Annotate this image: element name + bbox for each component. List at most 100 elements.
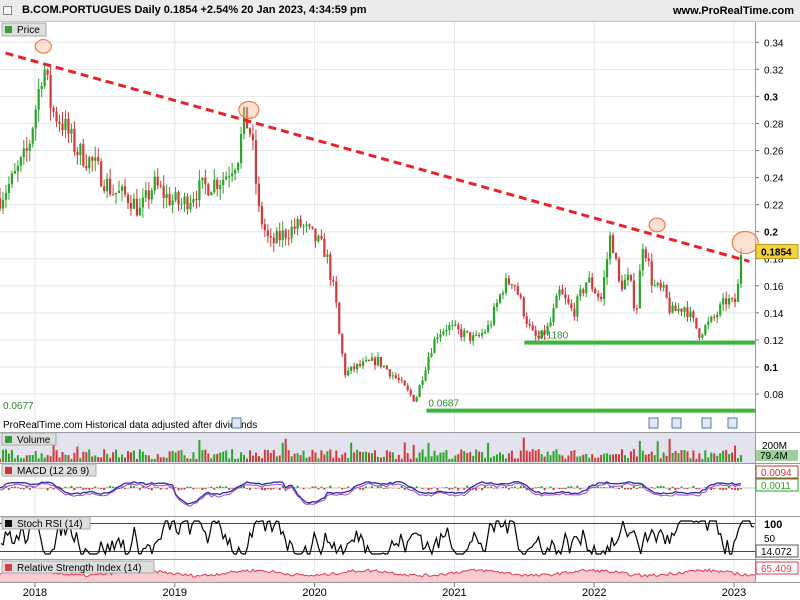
macd-histogram-bar: [365, 486, 368, 488]
candle-body: [561, 289, 564, 295]
macd-histogram-bar: [76, 486, 79, 488]
trendline[interactable]: [5, 51, 750, 263]
price-series-icon: [5, 26, 12, 33]
volume-bar: [103, 449, 106, 462]
toolbar-icon-5[interactable]: [231, 417, 242, 429]
y-tick-label: 0.24: [764, 174, 784, 185]
candle-body: [222, 179, 225, 186]
volume-panel-tab[interactable]: [1, 432, 57, 446]
candle-body: [37, 89, 40, 110]
volume-bar: [16, 455, 19, 462]
volume-bar: [555, 449, 558, 462]
macd-histogram-bar: [558, 488, 561, 490]
rsi-series-icon: [5, 564, 12, 571]
volume-bars: [0, 437, 743, 462]
volume-bar: [561, 455, 564, 462]
site-url[interactable]: www.ProRealTime.com: [672, 5, 794, 17]
volume-bar: [615, 454, 618, 462]
candle-body: [376, 356, 380, 366]
volume-bar: [609, 454, 612, 462]
macd-histogram-bar: [70, 485, 73, 488]
macd-panel-tab[interactable]: [1, 463, 97, 477]
volume-bar: [394, 458, 397, 462]
toolbar-icon-1[interactable]: [648, 417, 659, 429]
candle-body: [22, 148, 25, 158]
toolbar-icon-4[interactable]: [727, 417, 738, 429]
macd-histogram-bar: [317, 488, 320, 490]
candle-body: [379, 356, 383, 367]
candle-body: [177, 192, 180, 205]
candle-body: [278, 230, 281, 241]
macd-histogram-bar: [347, 486, 350, 488]
volume-bar: [704, 450, 707, 462]
candle-body: [585, 282, 588, 294]
volume-bar: [385, 450, 388, 462]
candle-body: [525, 316, 528, 324]
volume-bar: [317, 458, 320, 462]
volume-bar: [370, 453, 373, 462]
candle-body: [257, 183, 261, 207]
candle-body: [43, 69, 46, 87]
volume-bar: [359, 451, 362, 462]
candle-body: [195, 199, 198, 201]
rsi-panel-tab[interactable]: [1, 560, 155, 574]
macd-histogram-bar: [79, 486, 82, 488]
candle-body: [153, 176, 156, 191]
candle-body: [442, 331, 445, 335]
volume-bar: [302, 450, 305, 462]
toolbar-icon-3[interactable]: [701, 417, 712, 429]
macd-histogram-bar: [463, 488, 466, 490]
macd-histogram-bar: [710, 488, 713, 491]
volume-bar: [695, 458, 698, 462]
volume-bar: [656, 441, 659, 462]
candle-body: [70, 128, 73, 134]
volume-bar: [1, 449, 4, 462]
macd-histogram-bar: [219, 485, 222, 488]
toolbar-icon-2[interactable]: [671, 417, 682, 429]
candle-body: [49, 74, 52, 108]
candle-body: [364, 359, 368, 362]
volume-bar: [219, 452, 222, 462]
volume-bar: [495, 454, 498, 462]
macd-histogram-bar: [222, 487, 225, 488]
candle-body: [228, 175, 231, 177]
candle-body: [573, 308, 576, 317]
chart-header: B.COM.PORTUGUES Daily 0.1854 +2.54% 20 J…: [0, 0, 800, 22]
volume-bar: [540, 454, 543, 462]
candle-body: [1, 199, 5, 209]
price-panel-tab[interactable]: [1, 22, 47, 37]
stoch-panel-label: Stoch RSI (14): [17, 519, 83, 530]
volume-bar: [356, 449, 359, 462]
macd-histogram-bar: [579, 488, 582, 490]
candle-body: [335, 281, 338, 303]
volume-bar: [665, 455, 668, 462]
macd-signal-line: [0, 482, 742, 507]
volume-bar: [73, 452, 76, 462]
macd-histogram-bar: [287, 488, 290, 489]
last-price-badge: [755, 243, 799, 259]
volume-bar: [653, 455, 656, 462]
stoch-panel-tab[interactable]: [1, 516, 91, 530]
candle-body: [91, 157, 94, 161]
candle-body: [674, 305, 677, 312]
macd-histogram-bar: [525, 488, 528, 491]
candle-body: [617, 258, 621, 281]
volume-bar: [668, 438, 671, 462]
macd-histogram-bar: [121, 486, 124, 488]
macd-histogram-bar: [174, 487, 177, 488]
candle-body: [472, 335, 475, 341]
candle-body: [409, 389, 412, 395]
candle-body: [109, 178, 112, 195]
volume-bar: [430, 456, 433, 462]
volume-bar: [49, 456, 52, 462]
toolbar-icons[interactable]: [231, 417, 738, 429]
peak-highlight: [731, 230, 759, 255]
candle-body: [507, 278, 510, 285]
volume-bar: [373, 450, 376, 462]
volume-bar: [299, 455, 302, 462]
macd-histogram-bar: [475, 488, 478, 491]
rsi-value: 65.409: [761, 564, 792, 575]
volume-bar: [311, 449, 314, 462]
window-icon[interactable]: [3, 6, 12, 15]
